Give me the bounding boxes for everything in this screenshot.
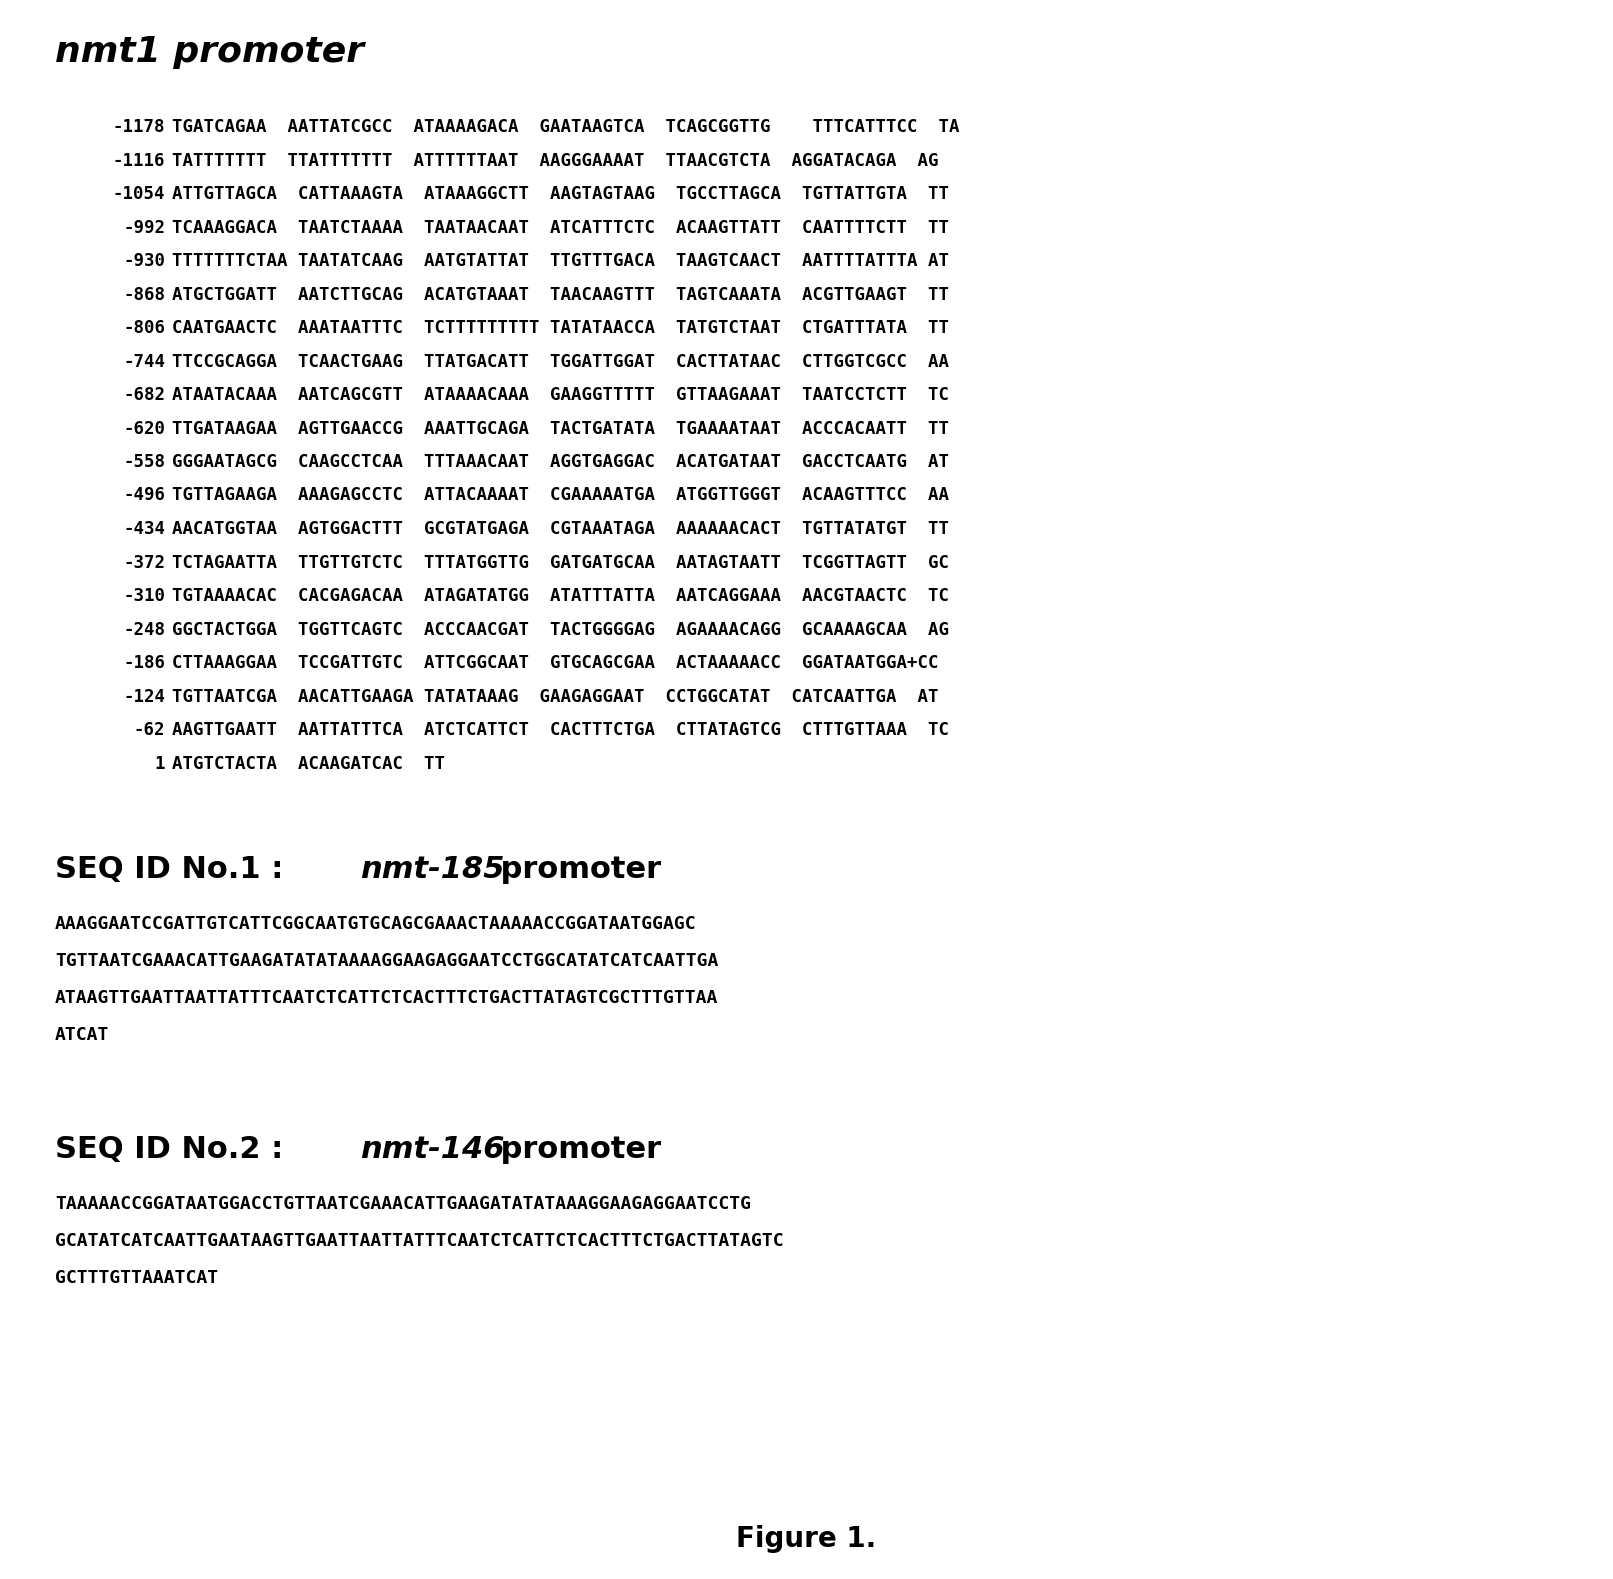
Text: AAGTTGAATT  AATTATTTCA  ATCTCATTCT  CACTTTCTGA  CTTATAGTCG  CTTTGTTAAA  TC: AAGTTGAATT AATTATTTCA ATCTCATTCT CACTTTC… <box>173 722 948 739</box>
Text: -372: -372 <box>123 554 165 572</box>
Text: ATGCTGGATT  AATCTTGCAG  ACATGTAAAT  TAACAAGTTT  TAGTCAAATA  ACGTTGAAGT  TT: ATGCTGGATT AATCTTGCAG ACATGTAAAT TAACAAG… <box>173 286 948 303</box>
Text: -1178: -1178 <box>113 118 165 136</box>
Text: nmt-146: nmt-146 <box>360 1135 505 1164</box>
Text: promoter: promoter <box>490 854 661 884</box>
Text: -1054: -1054 <box>113 185 165 204</box>
Text: GCATATCATCAATTGAATAAGTTGAATTAATTATTTCAATCTCATTCTCACTTTCTGACTTATAGTC: GCATATCATCAATTGAATAAGTTGAATTAATTATTTCAAT… <box>55 1232 784 1251</box>
Text: ATAAGTTGAATTAATTATTTCAATCTCATTCTCACTTTCTGACTTATAGTCGCTTTGTTAA: ATAAGTTGAATTAATTATTTCAATCTCATTCTCACTTTCT… <box>55 988 718 1007</box>
Text: TCAAAGGACA  TAATCTAAAA  TAATAACAAT  ATCATTTCTC  ACAAGTTATT  CAATTTTCTT  TT: TCAAAGGACA TAATCTAAAA TAATAACAAT ATCATTT… <box>173 218 948 237</box>
Text: promoter: promoter <box>490 1135 661 1164</box>
Text: -620: -620 <box>123 420 165 437</box>
Text: -310: -310 <box>123 587 165 605</box>
Text: TTCCGCAGGA  TCAACTGAAG  TTATGACATT  TGGATTGGAT  CACTTATAAC  CTTGGTCGCC  AA: TTCCGCAGGA TCAACTGAAG TTATGACATT TGGATTG… <box>173 352 948 371</box>
Text: -496: -496 <box>123 486 165 505</box>
Text: CAATGAACTC  AAATAATTTC  TCTTTTTTTTT TATATAACCA  TATGTCTAAT  CTGATTTATA  TT: CAATGAACTC AAATAATTTC TCTTTTTTTTT TATATA… <box>173 319 948 336</box>
Text: -992: -992 <box>123 218 165 237</box>
Text: 1: 1 <box>155 755 165 772</box>
Text: TTGATAAGAA  AGTTGAACCG  AAATTGCAGA  TACTGATATA  TGAAAATAAT  ACCCACAATT  TT: TTGATAAGAA AGTTGAACCG AAATTGCAGA TACTGAT… <box>173 420 948 437</box>
Text: -248: -248 <box>123 621 165 638</box>
Text: GGGAATAGCG  CAAGCCTCAA  TTTAAACAAT  AGGTGAGGAC  ACATGATAAT  GACCTCAATG  AT: GGGAATAGCG CAAGCCTCAA TTTAAACAAT AGGTGAG… <box>173 453 948 471</box>
Text: TCTAGAATTA  TTGTTGTCTC  TTTATGGTTG  GATGATGCAA  AATAGTAATT  TCGGTTAGTT  GC: TCTAGAATTA TTGTTGTCTC TTTATGGTTG GATGATG… <box>173 554 948 572</box>
Text: TTTTTTTCTAA TAATATCAAG  AATGTATTAT  TTGTTTGACA  TAAGTCAACT  AATTTTATTTA AT: TTTTTTTCTAA TAATATCAAG AATGTATTAT TTGTTT… <box>173 253 948 270</box>
Text: TGATCAGAA  AATTATCGCC  ATAAAAGACA  GAATAAGTCA  TCAGCGGTTG    TTTCATTTCC  TA: TGATCAGAA AATTATCGCC ATAAAAGACA GAATAAGT… <box>173 118 960 136</box>
Text: ATAATACAAA  AATCAGCGTT  ATAAAACAAA  GAAGGTTTTT  GTTAAGAAAT  TAATCCTCTT  TC: ATAATACAAA AATCAGCGTT ATAAAACAAA GAAGGTT… <box>173 385 948 404</box>
Text: AAAGGAATCCGATTGTCATTCGGCAATGTGCAGCGAAACTAAAAACCGGATAATGGAGC: AAAGGAATCCGATTGTCATTCGGCAATGTGCAGCGAAACT… <box>55 914 697 933</box>
Text: -434: -434 <box>123 519 165 538</box>
Text: GCTTTGTTAAATCAT: GCTTTGTTAAATCAT <box>55 1270 218 1287</box>
Text: AACATGGTAA  AGTGGACTTT  GCGTATGAGA  CGTAAATAGA  AAAAAACACT  TGTTATATGT  TT: AACATGGTAA AGTGGACTTT GCGTATGAGA CGTAAAT… <box>173 519 948 538</box>
Text: Figure 1.: Figure 1. <box>737 1525 876 1554</box>
Text: TGTTAATCGA  AACATTGAAGA TATATAAAG  GAAGAGGAAT  CCTGGCATAT  CATCAATTGA  AT: TGTTAATCGA AACATTGAAGA TATATAAAG GAAGAGG… <box>173 687 939 706</box>
Text: -558: -558 <box>123 453 165 471</box>
Text: TGTAAAACAC  CACGAGACAA  ATAGATATGG  ATATTTATTA  AATCAGGAAA  AACGTAACTC  TC: TGTAAAACAC CACGAGACAA ATAGATATGG ATATTTA… <box>173 587 948 605</box>
Text: ATCAT: ATCAT <box>55 1026 110 1044</box>
Text: -930: -930 <box>123 253 165 270</box>
Text: TGTTAATCGAAACATTGAAGATATATAAAAGGAAGAGGAATCCTGGCATATCATCAATTGA: TGTTAATCGAAACATTGAAGATATATAAAAGGAAGAGGAA… <box>55 952 718 970</box>
Text: -124: -124 <box>123 687 165 706</box>
Text: -1116: -1116 <box>113 152 165 169</box>
Text: -806: -806 <box>123 319 165 336</box>
Text: -62: -62 <box>134 722 165 739</box>
Text: -186: -186 <box>123 654 165 673</box>
Text: -682: -682 <box>123 385 165 404</box>
Text: nmt-185: nmt-185 <box>360 854 505 884</box>
Text: CTTAAAGGAA  TCCGATTGTC  ATTCGGCAAT  GTGCAGCGAA  ACTAAAAACC  GGATAATGGA+CC: CTTAAAGGAA TCCGATTGTC ATTCGGCAAT GTGCAGC… <box>173 654 939 673</box>
Text: ATGTCTACTA  ACAAGATCAC  TT: ATGTCTACTA ACAAGATCAC TT <box>173 755 445 772</box>
Text: -868: -868 <box>123 286 165 303</box>
Text: TGTTAGAAGA  AAAGAGCCTC  ATTACAAAAT  CGAAAAATGA  ATGGTTGGGT  ACAAGTTTCC  AA: TGTTAGAAGA AAAGAGCCTC ATTACAAAAT CGAAAAA… <box>173 486 948 505</box>
Text: nmt1 promoter: nmt1 promoter <box>55 35 365 69</box>
Text: SEQ ID No.2 :: SEQ ID No.2 : <box>55 1135 294 1164</box>
Text: GGCTACTGGA  TGGTTCAGTC  ACCCAACGAT  TACTGGGGAG  AGAAAACAGG  GCAAAAGCAA  AG: GGCTACTGGA TGGTTCAGTC ACCCAACGAT TACTGGG… <box>173 621 948 638</box>
Text: SEQ ID No.1 :: SEQ ID No.1 : <box>55 854 294 884</box>
Text: -744: -744 <box>123 352 165 371</box>
Text: TAAAAACCGGATAATGGACCTGTTAATCGAAACATTGAAGATATATAAAGGAAGAGGAATCCTG: TAAAAACCGGATAATGGACCTGTTAATCGAAACATTGAAG… <box>55 1195 752 1213</box>
Text: TATTTTTTT  TTATTTTTTT  ATTTTTTAAT  AAGGGAAAAT  TTAACGTCTA  AGGATACAGA  AG: TATTTTTTT TTATTTTTTT ATTTTTTAAT AAGGGAAA… <box>173 152 939 169</box>
Text: ATTGTTAGCA  CATTAAAGTA  ATAAAGGCTT  AAGTAGTAAG  TGCCTTAGCA  TGTTATTGTA  TT: ATTGTTAGCA CATTAAAGTA ATAAAGGCTT AAGTAGT… <box>173 185 948 204</box>
